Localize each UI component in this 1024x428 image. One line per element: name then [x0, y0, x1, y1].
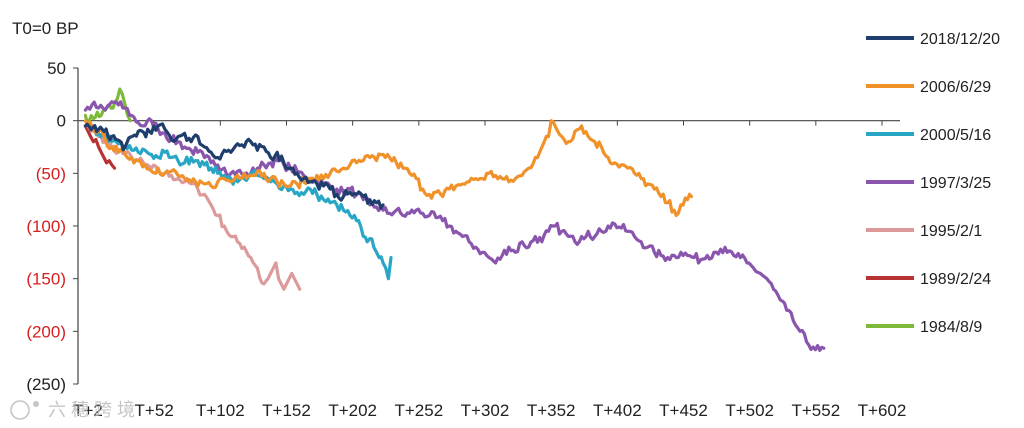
y-tick-label: (50) [36, 164, 66, 183]
watermark-text: 六 穗 跨 境 [48, 400, 135, 420]
x-tick-label: T+352 [527, 401, 576, 420]
legend-label: 2000/5/16 [920, 127, 991, 144]
x-tick-label: T+302 [461, 401, 510, 420]
x-tick-label: T+102 [196, 401, 245, 420]
x-tick-label: T+202 [328, 401, 377, 420]
x-tick-label: T+2 [73, 401, 103, 420]
series-line [83, 122, 385, 210]
legend-label: 1984/8/9 [920, 319, 982, 336]
legend-label: 1995/2/1 [920, 223, 982, 240]
x-tick-label: T+552 [791, 401, 840, 420]
y-tick-label: (100) [26, 217, 66, 236]
legend: 2018/12/20 2006/6/29 2000/5/16 1997/3/25 199… [866, 31, 1000, 336]
y-tick-label: 0 [57, 112, 66, 131]
series-line [83, 100, 826, 352]
x-tick-label: T+402 [593, 401, 642, 420]
axes [77, 68, 900, 384]
y-tick-label: (250) [26, 375, 66, 394]
series-line [83, 124, 117, 170]
x-tick-label: T+152 [262, 401, 311, 420]
x-tick-label: T+502 [725, 401, 774, 420]
y-tick-label: (150) [26, 270, 66, 289]
legend-label: 2006/6/29 [920, 79, 991, 96]
legend-label: 2018/12/20 [920, 31, 1000, 48]
y-tick-label: (200) [26, 322, 66, 341]
legend-label: 1989/2/24 [920, 271, 991, 288]
x-tick-label: T+52 [135, 401, 174, 420]
watermark: 六 穗 跨 境 [10, 400, 135, 420]
y-axis-unit-label: T0=0 BP [12, 19, 79, 38]
y-ticks: 50 0 (50) (100) (150) (200) (250) [26, 59, 78, 394]
y-tick-label: 50 [47, 59, 66, 78]
series-line [83, 119, 693, 218]
x-tick-label: T+602 [858, 401, 907, 420]
series-lines [83, 87, 826, 352]
watermark-logo-icon [10, 400, 30, 420]
x-ticks: T+2 T+52 T+102 T+152 T+202 T+252 T+302 T+352 T+4… [73, 120, 907, 420]
x-tick-label: T+252 [394, 401, 443, 420]
series-line [83, 122, 393, 281]
x-tick-label: T+452 [659, 401, 708, 420]
legend-label: 1997/3/25 [920, 175, 991, 192]
